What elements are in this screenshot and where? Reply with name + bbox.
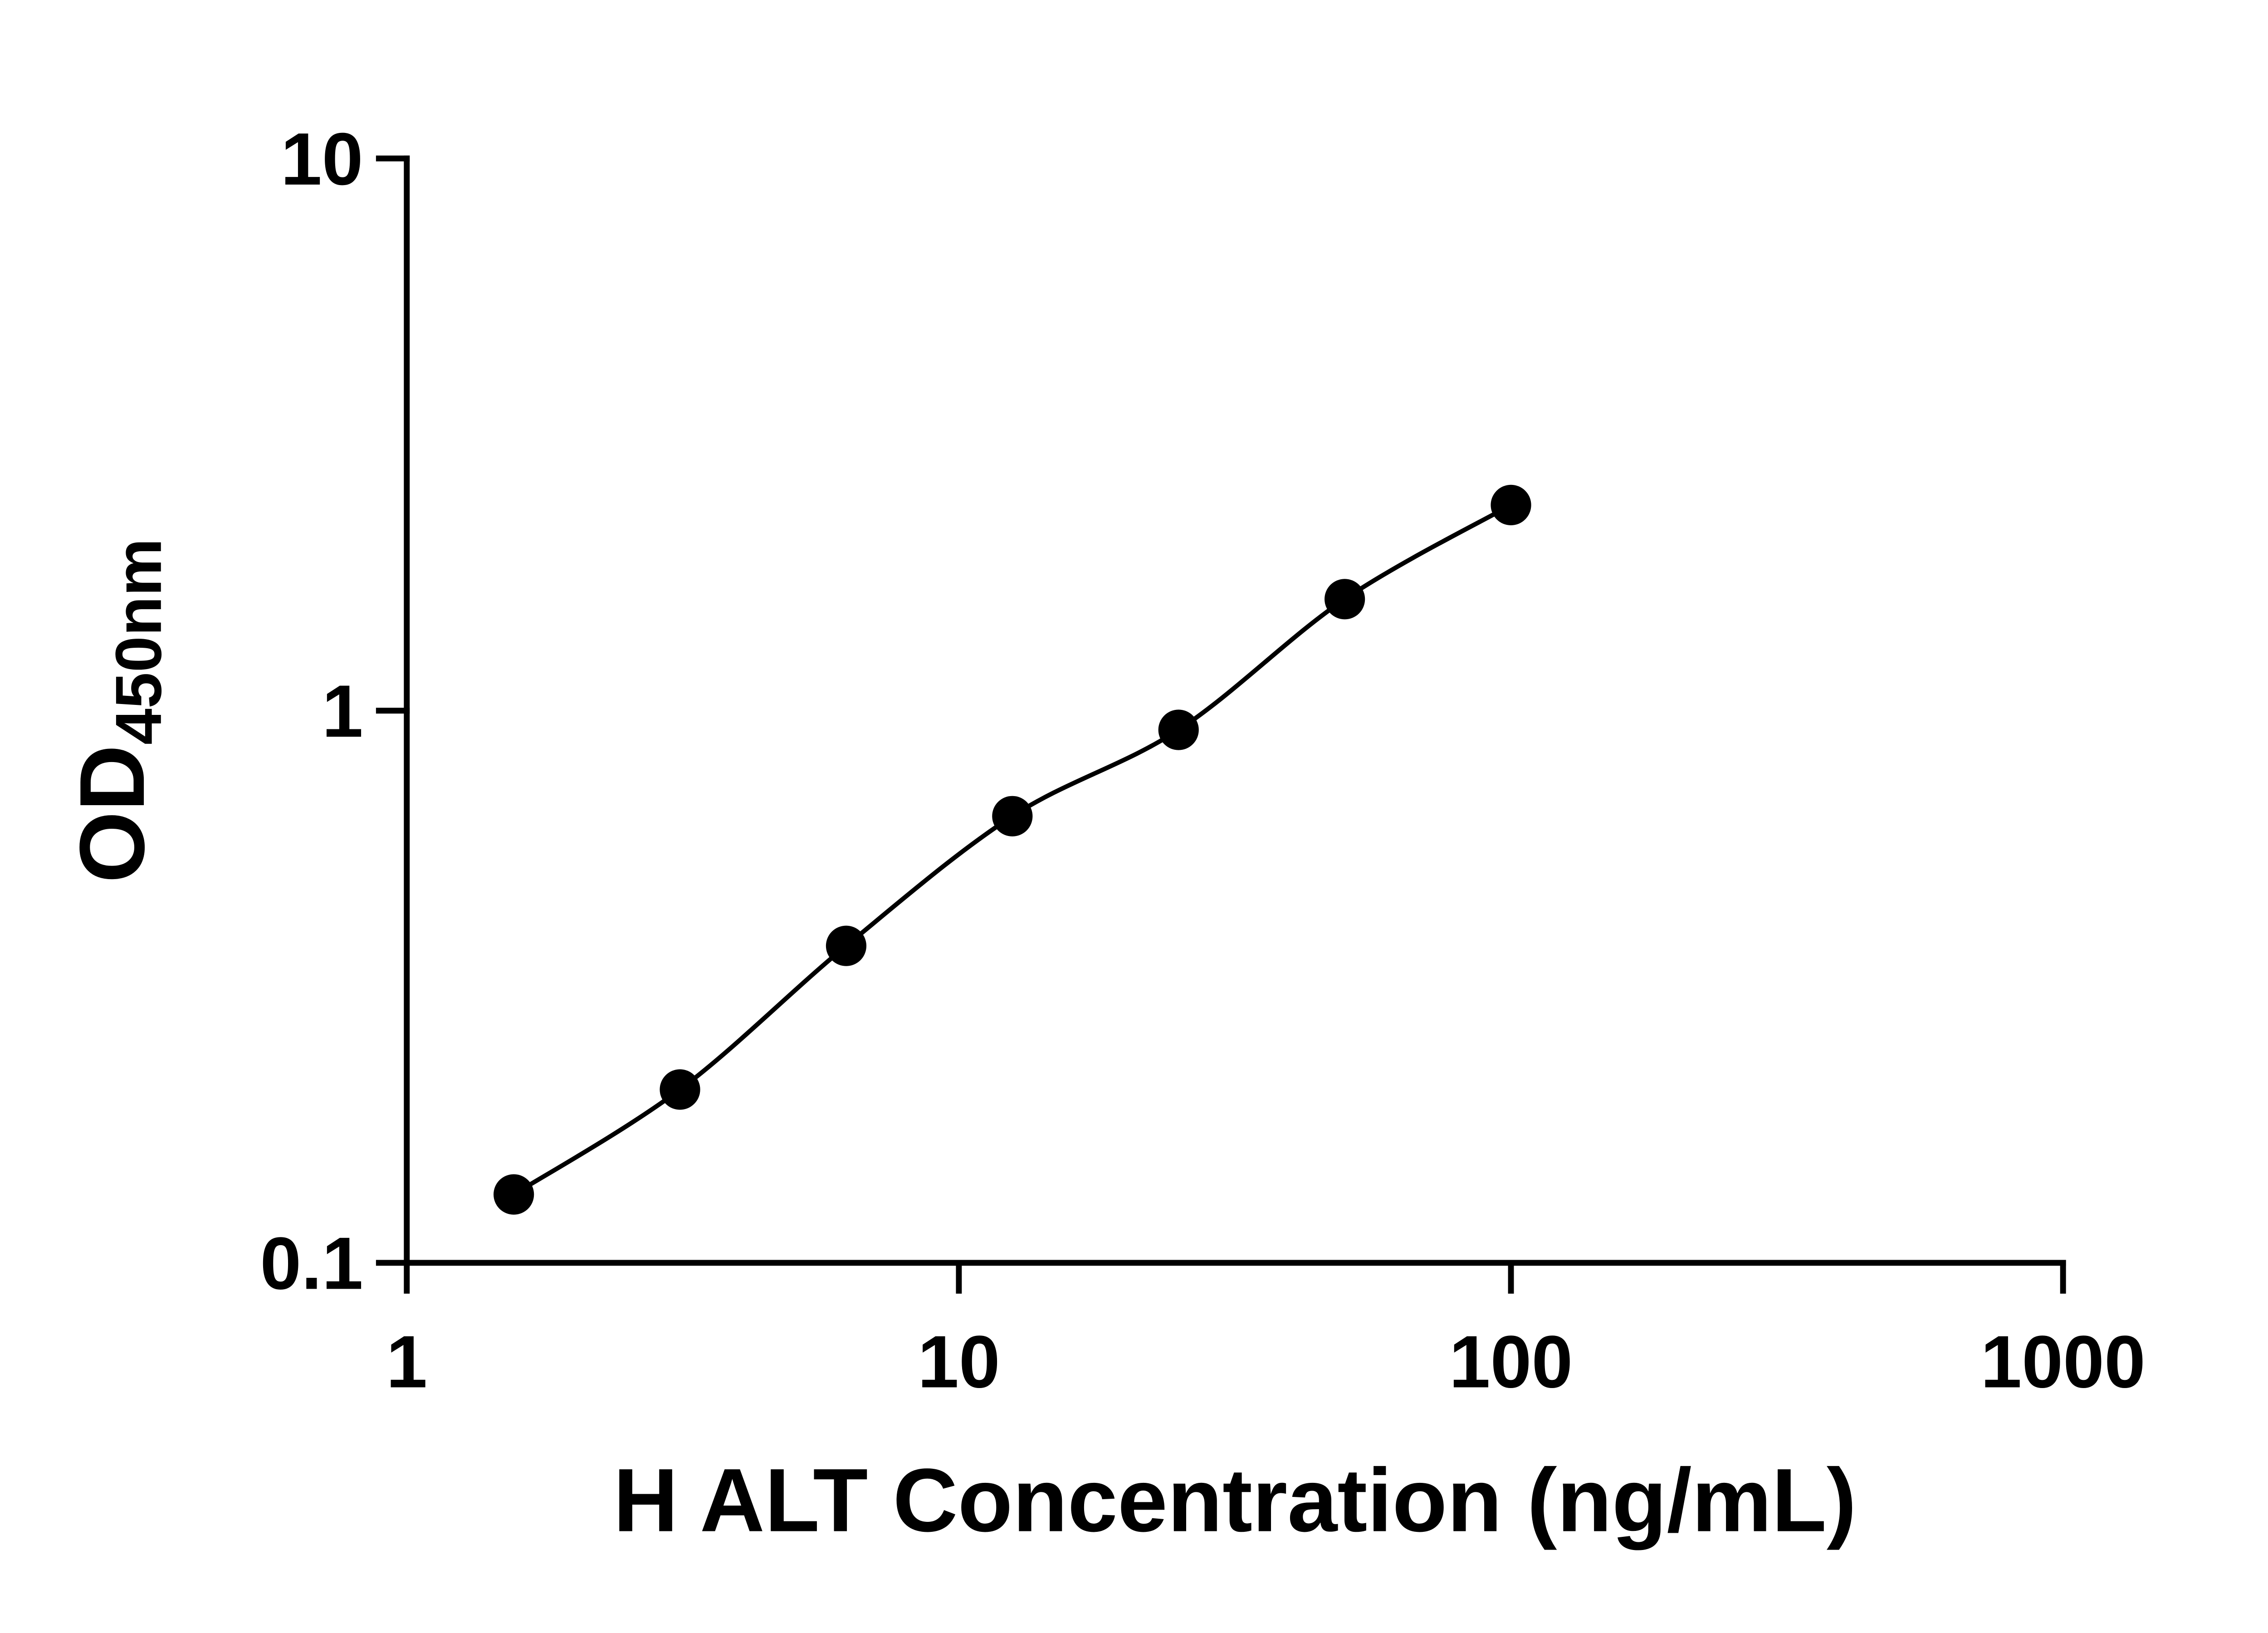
x-axis-ticks: 1 10 100 1000 (386, 1260, 2146, 1403)
y-axis-title-main: OD (61, 745, 164, 883)
data-point (1491, 484, 1531, 525)
y-axis-ticks: 0.1 1 10 (260, 117, 410, 1305)
data-point (1158, 709, 1199, 750)
y-tick-label: 0.1 (260, 1222, 363, 1305)
y-tick-label: 10 (281, 117, 363, 200)
x-tick-label: 100 (1449, 1320, 1573, 1403)
data-series (494, 484, 1531, 1215)
axis-lines (404, 155, 2066, 1266)
x-axis-title: H ALT Concentration (ng/mL) (613, 1450, 1857, 1550)
x-tick-label: 1 (386, 1320, 427, 1403)
data-point (992, 796, 1033, 836)
data-point (1325, 579, 1365, 620)
data-point (660, 1069, 700, 1110)
data-point (826, 925, 867, 966)
x-tick-label: 10 (918, 1320, 1000, 1403)
x-tick-label: 1000 (1980, 1320, 2146, 1403)
axes (404, 155, 2066, 1266)
data-point (494, 1174, 534, 1215)
y-tick-label: 1 (322, 670, 363, 753)
y-axis-title-subscript: 450nm (103, 538, 175, 745)
y-axis-title: OD450nm (61, 538, 175, 883)
